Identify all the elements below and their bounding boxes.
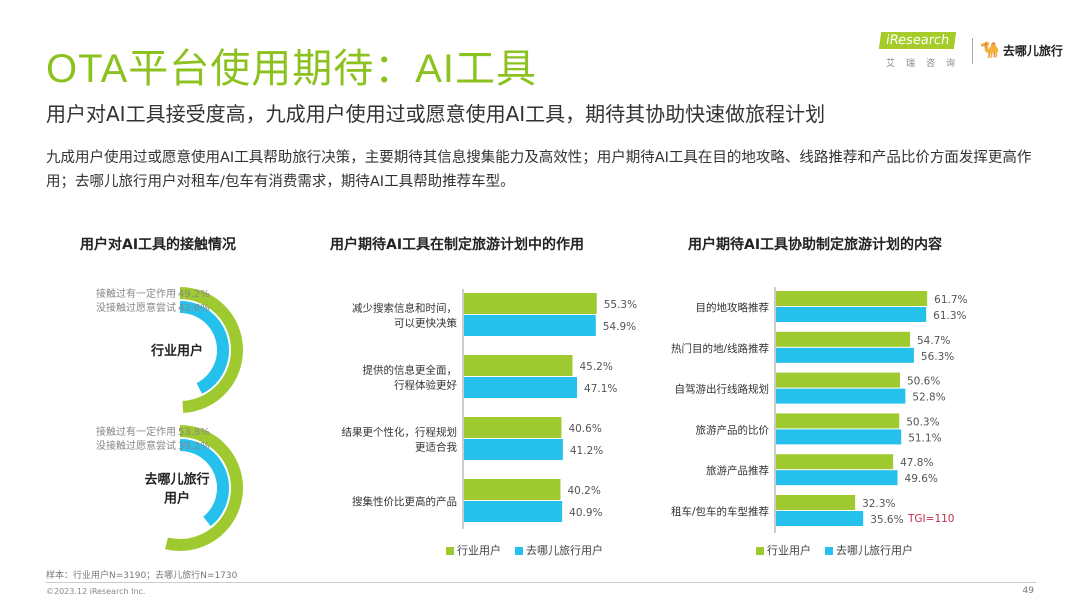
bar <box>776 347 914 363</box>
radial-label: 没接触过愿意尝试 <box>96 301 176 314</box>
subtitle: 用户对AI工具接受度高，九成用户使用过或愿意使用AI工具，期待其协助快速做旅程计… <box>46 102 826 126</box>
category-label: 减少搜索信息和时间， <box>352 302 457 315</box>
tgi-annotation: TGI=110 <box>907 513 955 525</box>
data-label: 47.1% <box>584 383 617 395</box>
data-label: 35.6% <box>870 514 903 526</box>
radial-bar <box>179 287 243 413</box>
bar <box>464 377 578 398</box>
bar <box>776 470 898 486</box>
legend-item: 去哪儿旅行用户 <box>515 542 603 558</box>
bar <box>464 479 561 500</box>
data-label: 50.3% <box>906 416 939 428</box>
sample-note: 样本：行业用户N=3190；去哪儿旅行N=1730 <box>46 571 238 581</box>
copyright: ©2023.12 iResearch Inc. <box>46 587 146 596</box>
radial-value: 53.8% <box>178 427 210 438</box>
bar <box>776 331 911 347</box>
bar <box>464 439 563 460</box>
radial-bar <box>165 425 243 551</box>
radial-center-label: 行业用户 <box>150 343 203 359</box>
chart2-title: 用户期待AI工具在制定旅游计划中的作用 <box>330 237 585 253</box>
data-label: 61.7% <box>934 294 967 306</box>
chart3-title: 用户期待AI工具协助制定旅游计划的内容 <box>688 237 943 253</box>
bar <box>776 413 900 429</box>
bar <box>776 495 856 510</box>
page-title: OTA平台使用期待：AI工具 <box>46 47 538 91</box>
radial-label: 接触过有一定作用 <box>96 287 176 300</box>
bar <box>776 291 928 306</box>
qunar-logo: 🐪 去哪儿旅行 <box>980 40 1063 59</box>
radial-value: 49.2% <box>178 289 210 300</box>
radial-bar <box>179 301 229 394</box>
legend-item: 行业用户 <box>756 542 811 558</box>
chart3-legend: 行业用户 去哪儿旅行用户 <box>756 542 913 558</box>
chart1-title: 用户对AI工具的接触情况 <box>80 237 237 253</box>
bar <box>464 355 573 376</box>
bar <box>776 307 927 322</box>
logo-divider <box>972 38 973 64</box>
category-label: 热门目的地/线路推荐 <box>671 342 769 355</box>
radial-label: 没接触过愿意尝试 <box>96 439 176 452</box>
category-label: 更适合我 <box>415 441 457 454</box>
data-label: 41.2% <box>570 445 603 457</box>
category-label: 提供的信息更全面， <box>363 364 458 377</box>
camel-icon: 🐪 <box>980 40 1000 59</box>
category-label: 搜集性价比更高的产品 <box>352 495 457 508</box>
bar <box>776 454 894 470</box>
bar <box>776 511 864 526</box>
bar <box>464 501 563 522</box>
data-label: 56.3% <box>921 351 954 363</box>
iresearch-cn-logo: 艾瑞咨询 <box>886 59 967 69</box>
bar <box>464 417 562 438</box>
data-label: 54.9% <box>603 321 636 333</box>
data-label: 40.6% <box>568 423 601 435</box>
bar <box>776 388 906 404</box>
radial-center-label: 用户 <box>163 491 190 507</box>
category-label: 可以更快决策 <box>394 317 457 330</box>
legend-item: 行业用户 <box>446 542 501 558</box>
data-label: 47.8% <box>900 457 933 469</box>
chart2-legend: 行业用户 去哪儿旅行用户 <box>446 542 603 558</box>
data-label: 49.6% <box>905 473 938 485</box>
bar <box>464 315 596 336</box>
data-label: 54.7% <box>917 335 950 347</box>
radial-value: 42.6% <box>178 303 210 314</box>
bar <box>776 372 900 388</box>
radial-label: 接触过有一定作用 <box>96 425 176 438</box>
data-label: 32.3% <box>862 498 895 510</box>
category-label: 旅游产品的比价 <box>696 423 770 436</box>
data-label: 50.6% <box>907 376 940 388</box>
radial-center-label: 去哪儿旅行 <box>144 472 209 488</box>
bar <box>776 429 902 445</box>
radial-value: 39.2% <box>178 441 210 452</box>
category-label: 行程体验更好 <box>394 379 457 392</box>
data-label: 40.2% <box>567 485 600 497</box>
summary-text: 九成用户使用过或愿意使用AI工具帮助旅行决策，主要期待其信息搜集能力及高效性；用… <box>46 150 1032 190</box>
bar <box>464 293 597 314</box>
data-label: 52.8% <box>912 392 945 404</box>
data-label: 55.3% <box>604 299 637 311</box>
logo: iResearch 艾瑞咨询 🐪 去哪儿旅行 <box>878 32 1070 72</box>
data-label: 45.2% <box>579 361 612 373</box>
page-number: 49 <box>1022 586 1034 596</box>
data-label: 40.9% <box>569 507 602 519</box>
data-label: 61.3% <box>933 310 966 322</box>
legend-item: 去哪儿旅行用户 <box>825 542 913 558</box>
category-label: 目的地攻略推荐 <box>696 301 770 314</box>
category-label: 自驾游出行线路规划 <box>675 383 770 396</box>
category-label: 租车/包车的车型推荐 <box>671 505 769 518</box>
footer-divider <box>46 582 1036 583</box>
category-label: 旅游产品推荐 <box>706 464 769 477</box>
radial-bar <box>179 439 229 527</box>
category-label: 结果更个性化，行程规划 <box>342 426 458 439</box>
data-label: 51.1% <box>908 432 941 444</box>
